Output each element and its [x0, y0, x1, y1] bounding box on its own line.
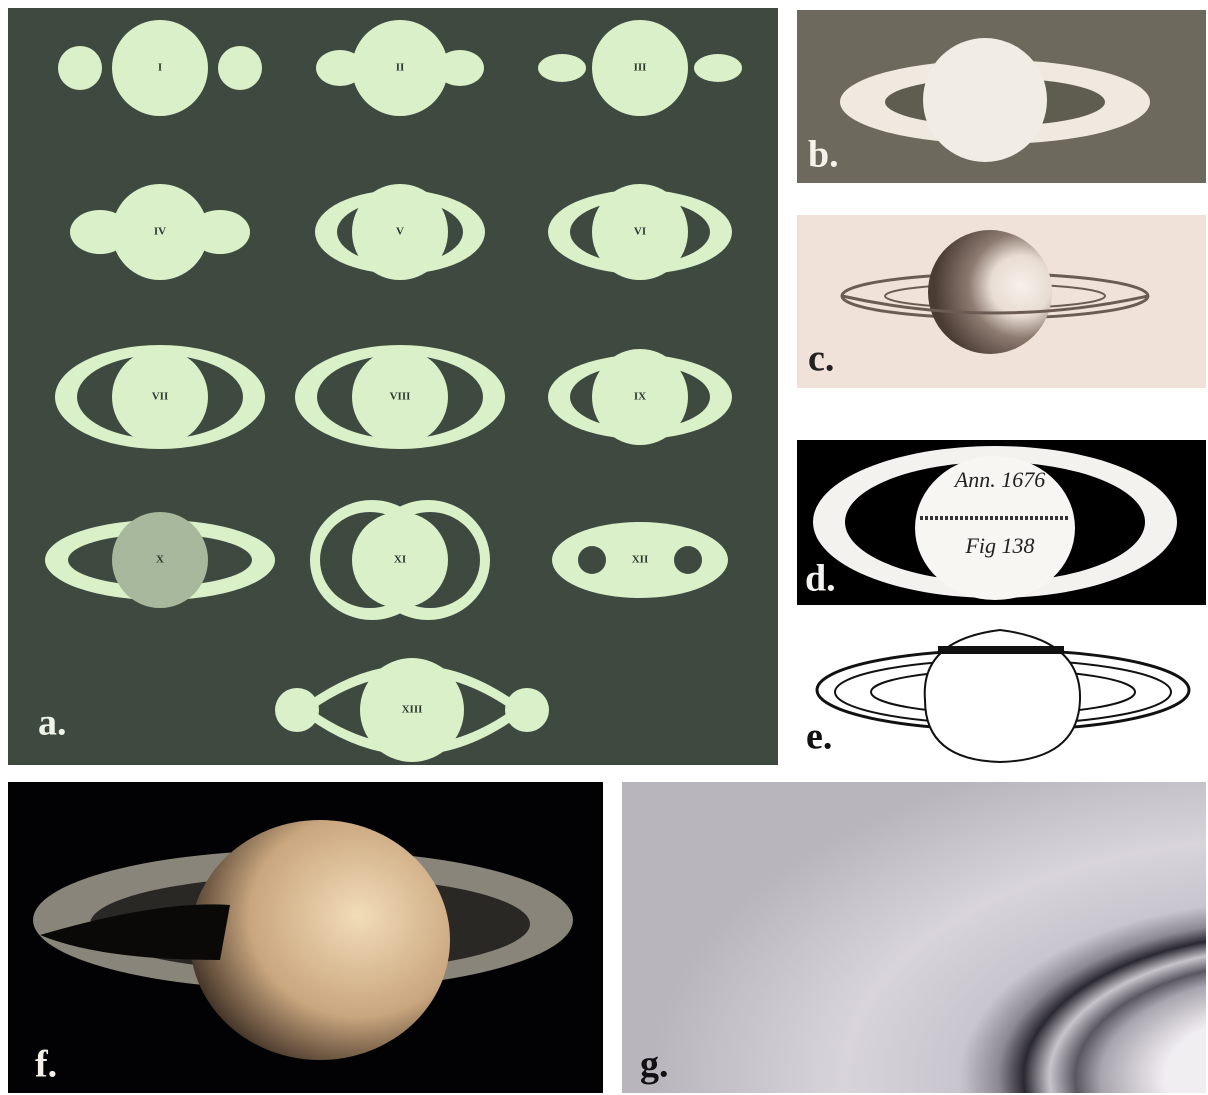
panel-label: b. — [808, 134, 839, 176]
body — [592, 349, 688, 445]
body — [352, 184, 448, 280]
numeral: VII — [152, 391, 169, 403]
numeral: XIII — [402, 704, 423, 716]
panel-g — [622, 782, 1206, 1093]
handle — [316, 50, 364, 86]
numeral: X — [156, 554, 164, 566]
side-body — [275, 688, 319, 732]
side-body — [218, 46, 262, 90]
numeral: III — [634, 62, 647, 74]
side-body — [505, 688, 549, 732]
side-body — [58, 46, 102, 90]
planet — [190, 820, 450, 1060]
note: Ann. 1676 — [953, 467, 1045, 492]
panel-label: d. — [805, 558, 836, 600]
panel-label: g. — [640, 1044, 669, 1086]
body — [112, 184, 208, 280]
numeral: IX — [634, 391, 646, 403]
body — [112, 20, 208, 116]
body — [592, 20, 688, 116]
planet — [928, 230, 1052, 354]
numeral: V — [396, 226, 404, 238]
panel-label: c. — [808, 338, 834, 380]
belt — [938, 646, 1064, 654]
numeral: VI — [634, 226, 646, 238]
numeral: IV — [154, 226, 166, 238]
planet — [923, 38, 1047, 162]
planet — [915, 456, 1075, 600]
numeral: XI — [394, 554, 406, 566]
numeral: II — [396, 62, 405, 74]
panel-label: f. — [35, 1044, 57, 1086]
hole — [578, 546, 606, 574]
body — [352, 349, 448, 445]
body — [112, 512, 208, 608]
body — [592, 184, 688, 280]
body — [360, 658, 464, 762]
body — [112, 349, 208, 445]
numeral: I — [158, 62, 162, 74]
note: Fig 138 — [964, 533, 1034, 558]
side-body — [694, 54, 742, 82]
oval — [552, 522, 728, 598]
handle — [436, 50, 484, 86]
panel-label: a. — [38, 702, 67, 744]
hole — [674, 546, 702, 574]
ring-front — [841, 294, 1149, 315]
numeral: VIII — [390, 391, 411, 403]
numeral: XII — [632, 554, 649, 566]
planet — [923, 628, 1082, 764]
shadow — [40, 904, 230, 960]
body — [352, 512, 448, 608]
body — [352, 20, 448, 116]
side-body — [538, 54, 586, 82]
panel-label: e. — [806, 716, 832, 758]
